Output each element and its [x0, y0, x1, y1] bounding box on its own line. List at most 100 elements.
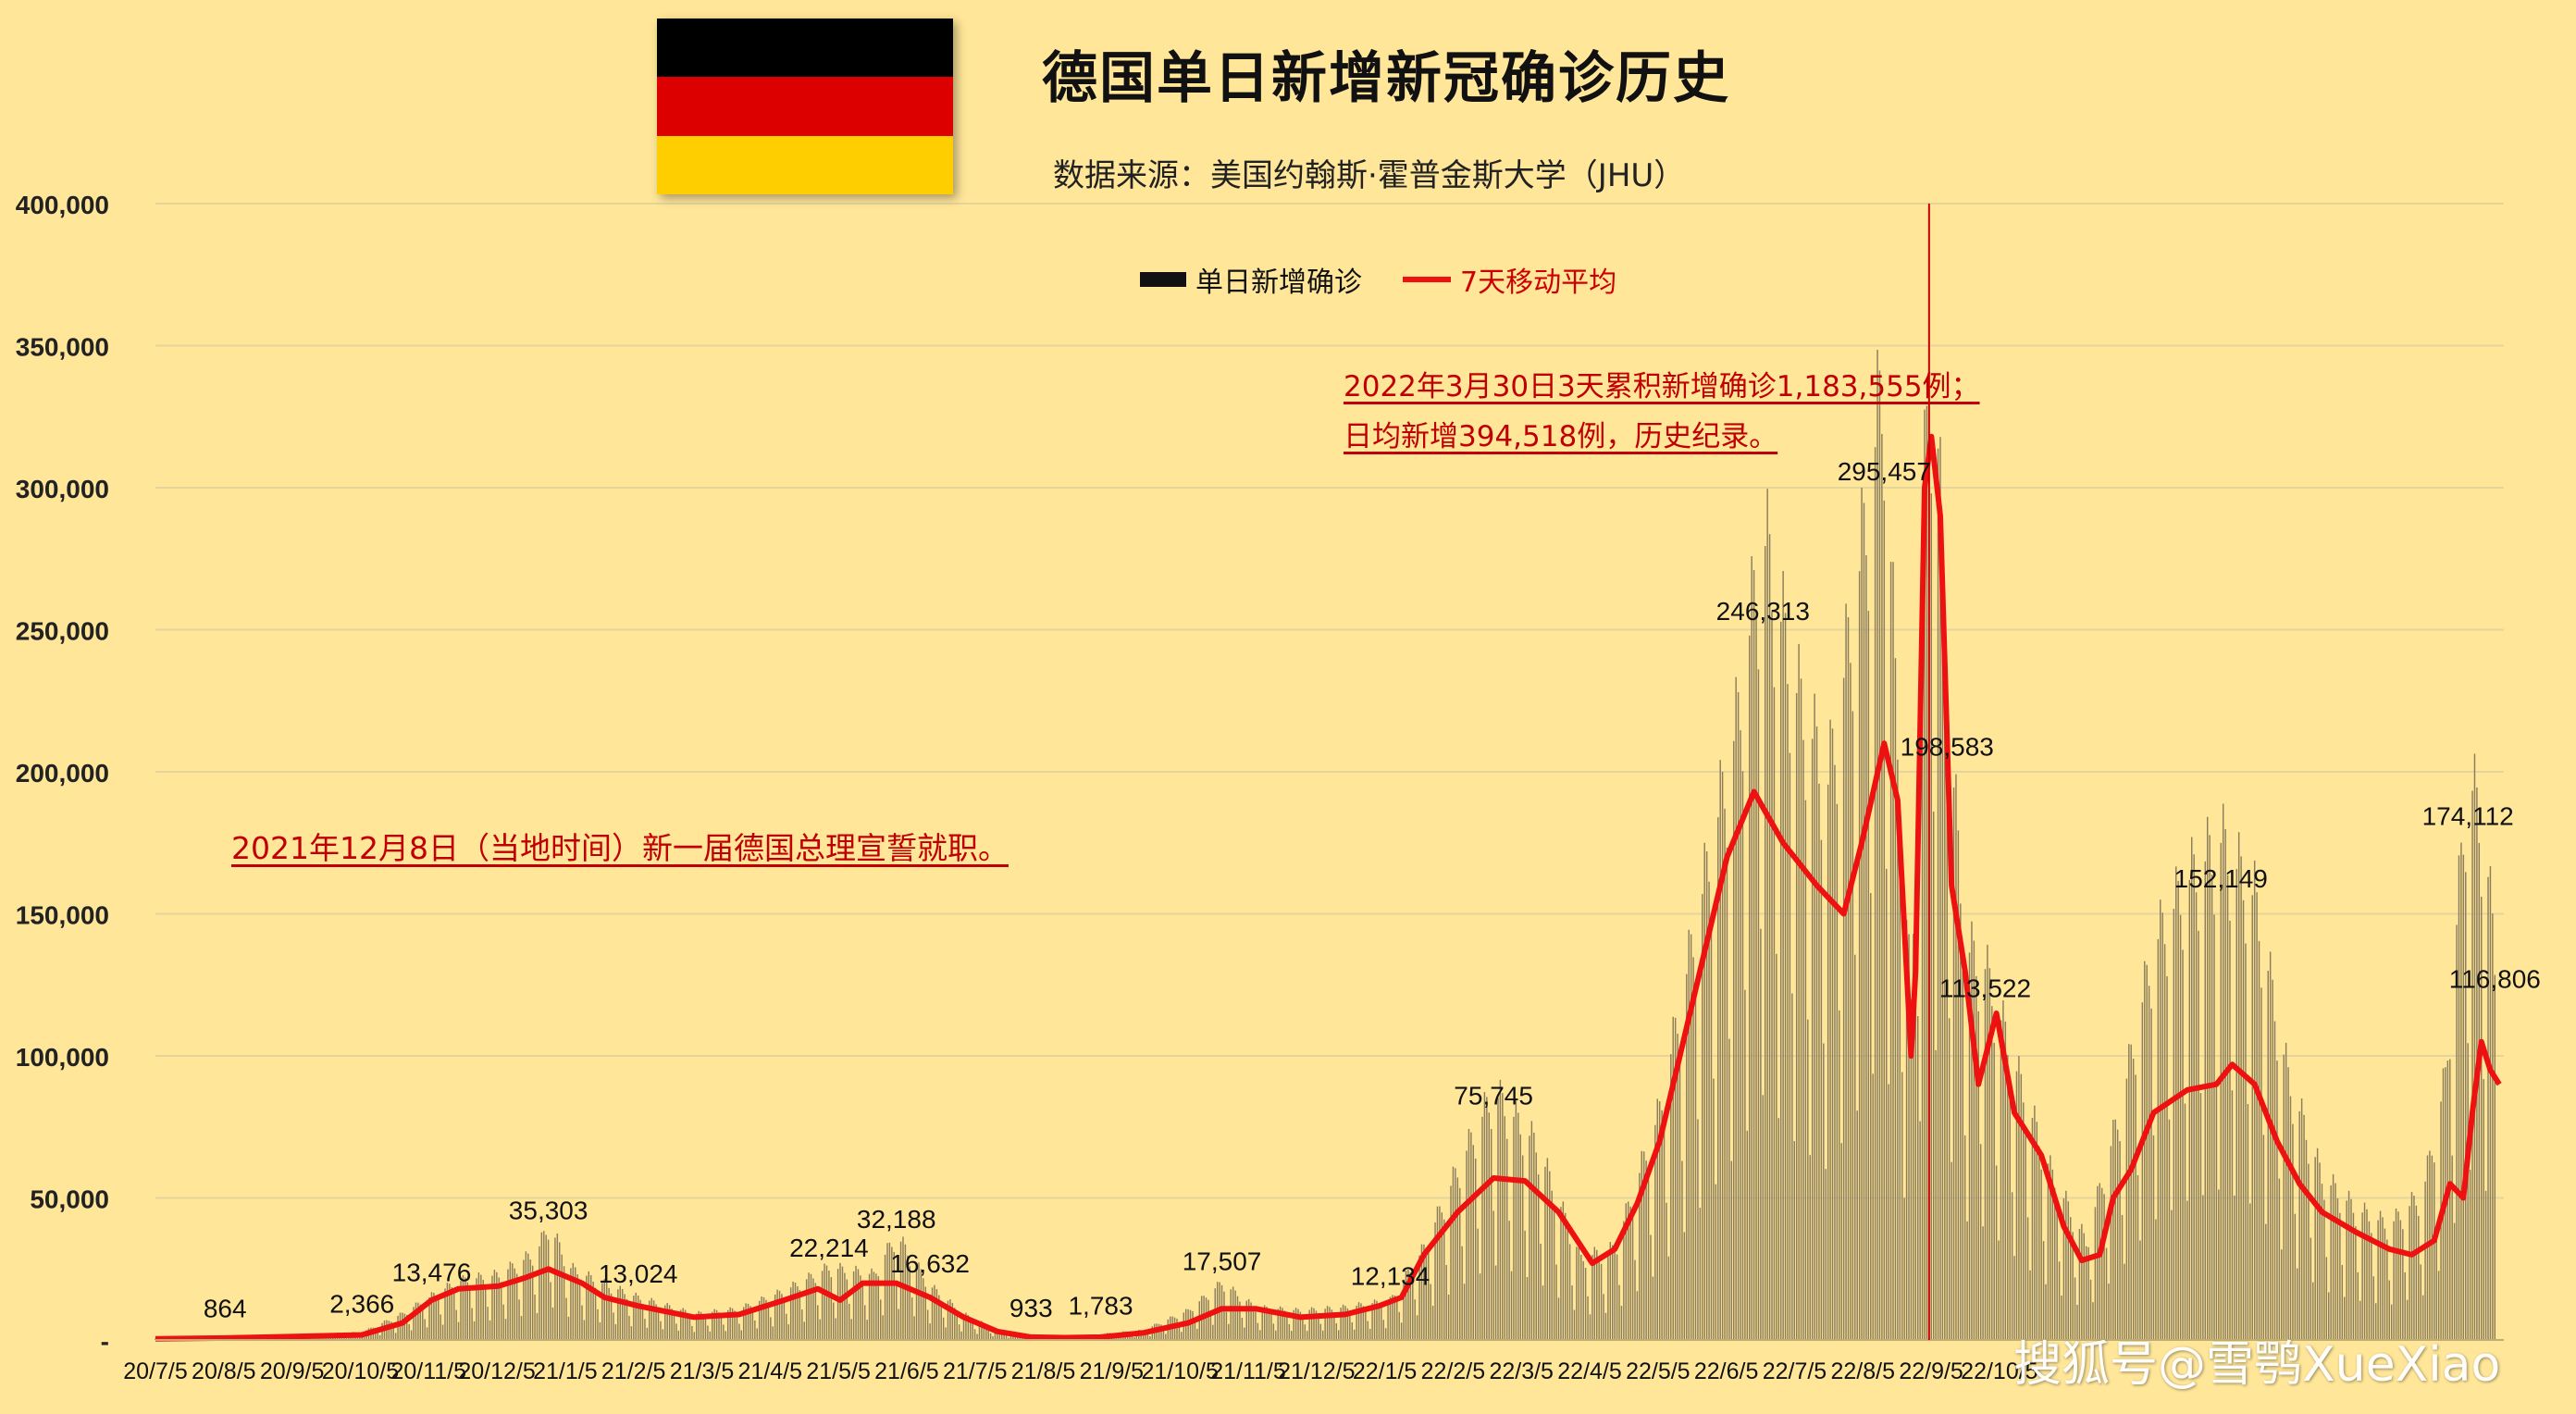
bar — [1892, 562, 1894, 1340]
bar — [808, 1272, 810, 1340]
bar — [561, 1254, 563, 1340]
bar — [2460, 842, 2462, 1340]
bar — [1697, 1119, 1699, 1340]
chart-legend: 单日新增确诊 7天移动平均 — [1140, 259, 1616, 300]
bar — [644, 1319, 646, 1340]
bar — [2061, 1296, 2062, 1340]
legend-label-average: 7天移动平均 — [1460, 267, 1617, 299]
bar — [2168, 1119, 2171, 1340]
bar — [2424, 1181, 2426, 1340]
bar — [754, 1320, 756, 1340]
y-tick-label: 150,000 — [16, 901, 109, 930]
bar — [1275, 1330, 1277, 1340]
bar — [886, 1243, 888, 1340]
bar — [619, 1285, 621, 1340]
bar — [1537, 1174, 1540, 1340]
bar — [1865, 555, 1867, 1340]
bar — [855, 1265, 857, 1340]
y-tick-label: 250,000 — [16, 617, 109, 646]
bar — [1681, 1160, 1683, 1340]
bar — [1631, 1212, 1634, 1340]
bar — [1982, 1226, 1984, 1340]
bar — [1353, 1329, 1356, 1340]
bar — [1472, 1145, 1475, 1340]
bar — [1686, 974, 1688, 1340]
bar — [1737, 692, 1740, 1340]
bar — [1288, 1323, 1291, 1340]
bar — [2465, 872, 2467, 1340]
data-label: 1,783 — [1068, 1292, 1133, 1321]
x-tick-label: 22/3/5 — [1489, 1358, 1554, 1384]
bar — [2002, 999, 2004, 1340]
bar — [875, 1273, 877, 1340]
bar — [2186, 1200, 2188, 1340]
bar — [1975, 975, 1977, 1340]
bar — [471, 1308, 473, 1340]
bar — [2234, 1195, 2235, 1340]
bar — [1623, 1221, 1625, 1340]
bar — [1001, 1331, 1003, 1340]
bar — [417, 1302, 419, 1340]
bar — [437, 1298, 440, 1340]
bar — [1804, 800, 1807, 1340]
bar — [1690, 934, 1692, 1340]
bar — [942, 1317, 945, 1340]
bar — [2081, 1223, 2083, 1340]
bar — [1782, 571, 1784, 1340]
bar — [2420, 1264, 2421, 1340]
x-tick-label: 21/9/5 — [1080, 1358, 1145, 1384]
bar — [2119, 1141, 2121, 1340]
bar — [1960, 903, 1962, 1340]
bar — [684, 1309, 687, 1340]
bar — [1252, 1307, 1255, 1340]
bar — [805, 1279, 808, 1340]
bar — [1752, 570, 1755, 1340]
bar — [498, 1277, 500, 1340]
bar — [1436, 1206, 1439, 1340]
bar — [1562, 1201, 1565, 1340]
bar — [2467, 1043, 2469, 1340]
bar — [693, 1332, 696, 1340]
bar — [1852, 711, 1854, 1340]
bar — [408, 1323, 410, 1340]
bar — [987, 1327, 989, 1340]
bar — [1189, 1309, 1192, 1340]
bar — [2000, 1020, 2002, 1340]
bar — [1368, 1328, 1371, 1340]
legend-label-daily: 单日新增确诊 — [1195, 267, 1362, 299]
bar — [1658, 1101, 1661, 1340]
bar — [460, 1281, 462, 1340]
bar — [493, 1270, 496, 1340]
bar — [920, 1269, 923, 1340]
bar — [2121, 1214, 2124, 1340]
bar — [677, 1330, 680, 1340]
data-label: 116,806 — [2449, 964, 2541, 993]
bar — [1470, 1132, 1472, 1340]
bar — [700, 1311, 702, 1340]
bar — [1505, 1138, 1508, 1340]
bar — [2175, 866, 2177, 1340]
bar — [1360, 1303, 1362, 1340]
bar — [1502, 1093, 1504, 1340]
bar — [1955, 774, 1957, 1340]
bar — [1800, 678, 1802, 1340]
bar — [720, 1314, 723, 1340]
bar — [2323, 1199, 2325, 1340]
bar — [2402, 1229, 2404, 1340]
bar — [2040, 1169, 2042, 1340]
data-label: 17,507 — [1183, 1247, 1262, 1275]
bar — [1326, 1306, 1329, 1340]
bar — [1255, 1311, 1257, 1340]
bar — [891, 1247, 893, 1340]
bar — [452, 1291, 455, 1340]
bar — [792, 1281, 794, 1340]
bar — [1661, 1110, 1663, 1340]
bar — [1133, 1337, 1135, 1340]
bar — [2161, 912, 2163, 1340]
bar — [2144, 961, 2146, 1340]
bar — [2328, 1292, 2330, 1340]
bar — [1225, 1311, 1228, 1340]
bar — [860, 1275, 861, 1340]
data-label: 13,476 — [392, 1259, 472, 1287]
